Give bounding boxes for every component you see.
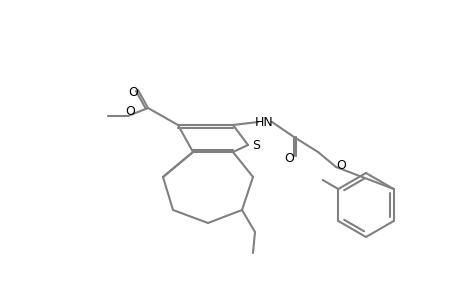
Text: O: O [125, 104, 134, 118]
Text: O: O [284, 152, 293, 164]
Text: O: O [128, 85, 138, 98]
Text: O: O [336, 158, 345, 172]
Text: S: S [252, 139, 259, 152]
Text: HN: HN [254, 116, 273, 128]
